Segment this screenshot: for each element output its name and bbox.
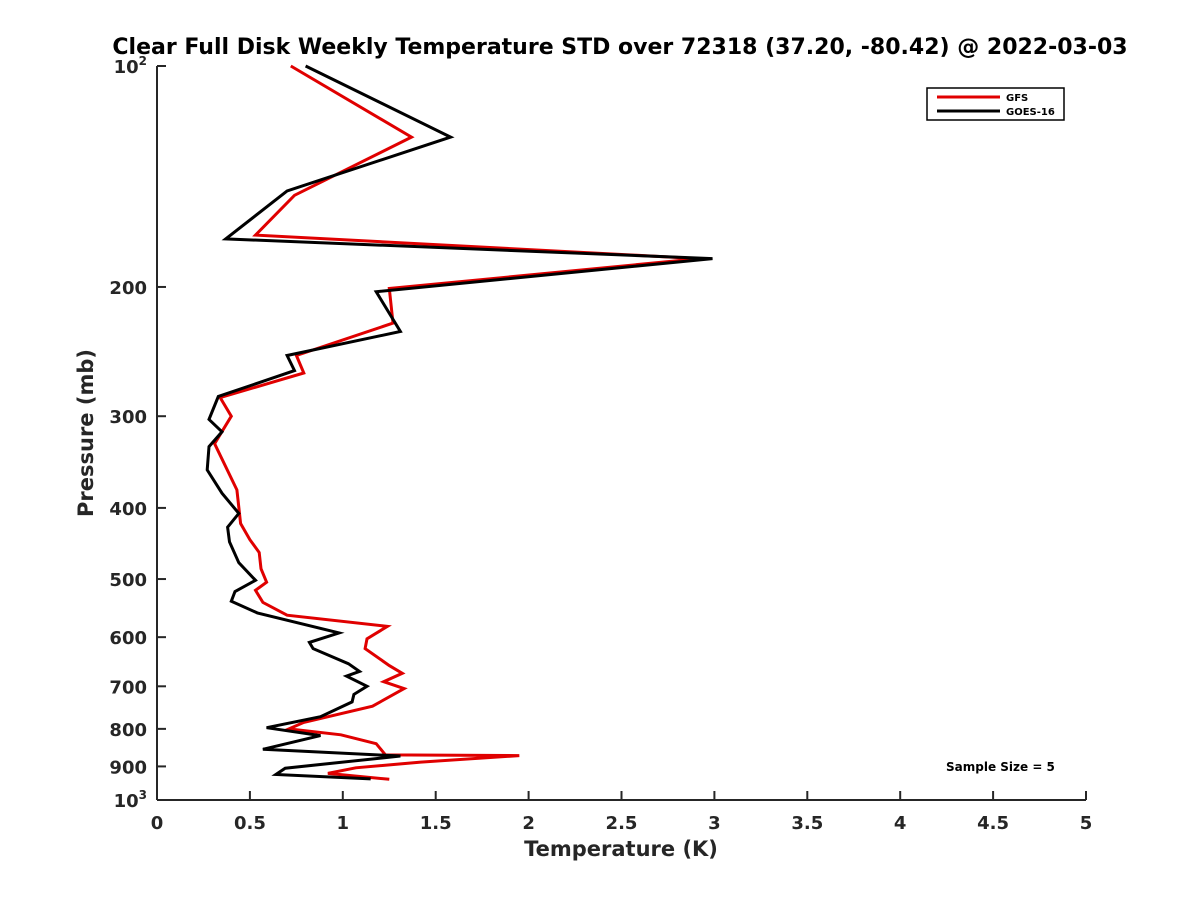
series-layer	[205, 64, 713, 781]
x-tick-label: 0	[151, 813, 164, 834]
x-tick-label: 4	[894, 813, 907, 834]
y-axis-label: Pressure (mb)	[74, 349, 98, 517]
y-tick-label: 500	[109, 570, 147, 591]
chart-title: Clear Full Disk Weekly Temperature STD o…	[112, 35, 1127, 60]
x-tick-label: 5	[1080, 813, 1093, 834]
y-tick-label: 102	[114, 54, 147, 78]
legend: GFS GOES-16	[926, 87, 1065, 121]
x-tick-label: 1.5	[420, 813, 452, 834]
y-tick-label: 200	[109, 278, 147, 299]
legend-box	[926, 87, 1065, 121]
x-tick-label: 1	[337, 813, 350, 834]
y-tick-label: 900	[109, 757, 147, 778]
series-line-goes16	[205, 64, 713, 781]
y-tick-label: 700	[109, 677, 147, 698]
legend-label-goes16: GOES-16	[1006, 107, 1055, 118]
x-tick-label: 2	[522, 813, 535, 834]
y-tick-label: 400	[109, 499, 147, 520]
y-ticks: 102 200 300 400 500 600 700 800 900 103	[109, 54, 166, 812]
y-tick-label: 800	[109, 720, 147, 741]
x-tick-label: 4.5	[977, 813, 1009, 834]
legend-label-gfs: GFS	[1006, 93, 1028, 104]
x-tick-label: 0.5	[234, 813, 266, 834]
sample-size-annotation: Sample Size = 5	[946, 760, 1055, 774]
x-tick-label: 3.5	[791, 813, 823, 834]
x-tick-label: 3	[708, 813, 721, 834]
x-ticks: 0 0.5 1 1.5 2 2.5 3 3.5 4 4.5 5	[151, 791, 1093, 834]
x-axis-label: Temperature (K)	[524, 837, 718, 861]
y-tick-label: 300	[109, 407, 147, 428]
x-tick-label: 2.5	[606, 813, 638, 834]
series-line-gfs	[212, 64, 700, 781]
y-tick-label: 600	[109, 628, 147, 649]
y-tick-label: 103	[114, 788, 147, 812]
